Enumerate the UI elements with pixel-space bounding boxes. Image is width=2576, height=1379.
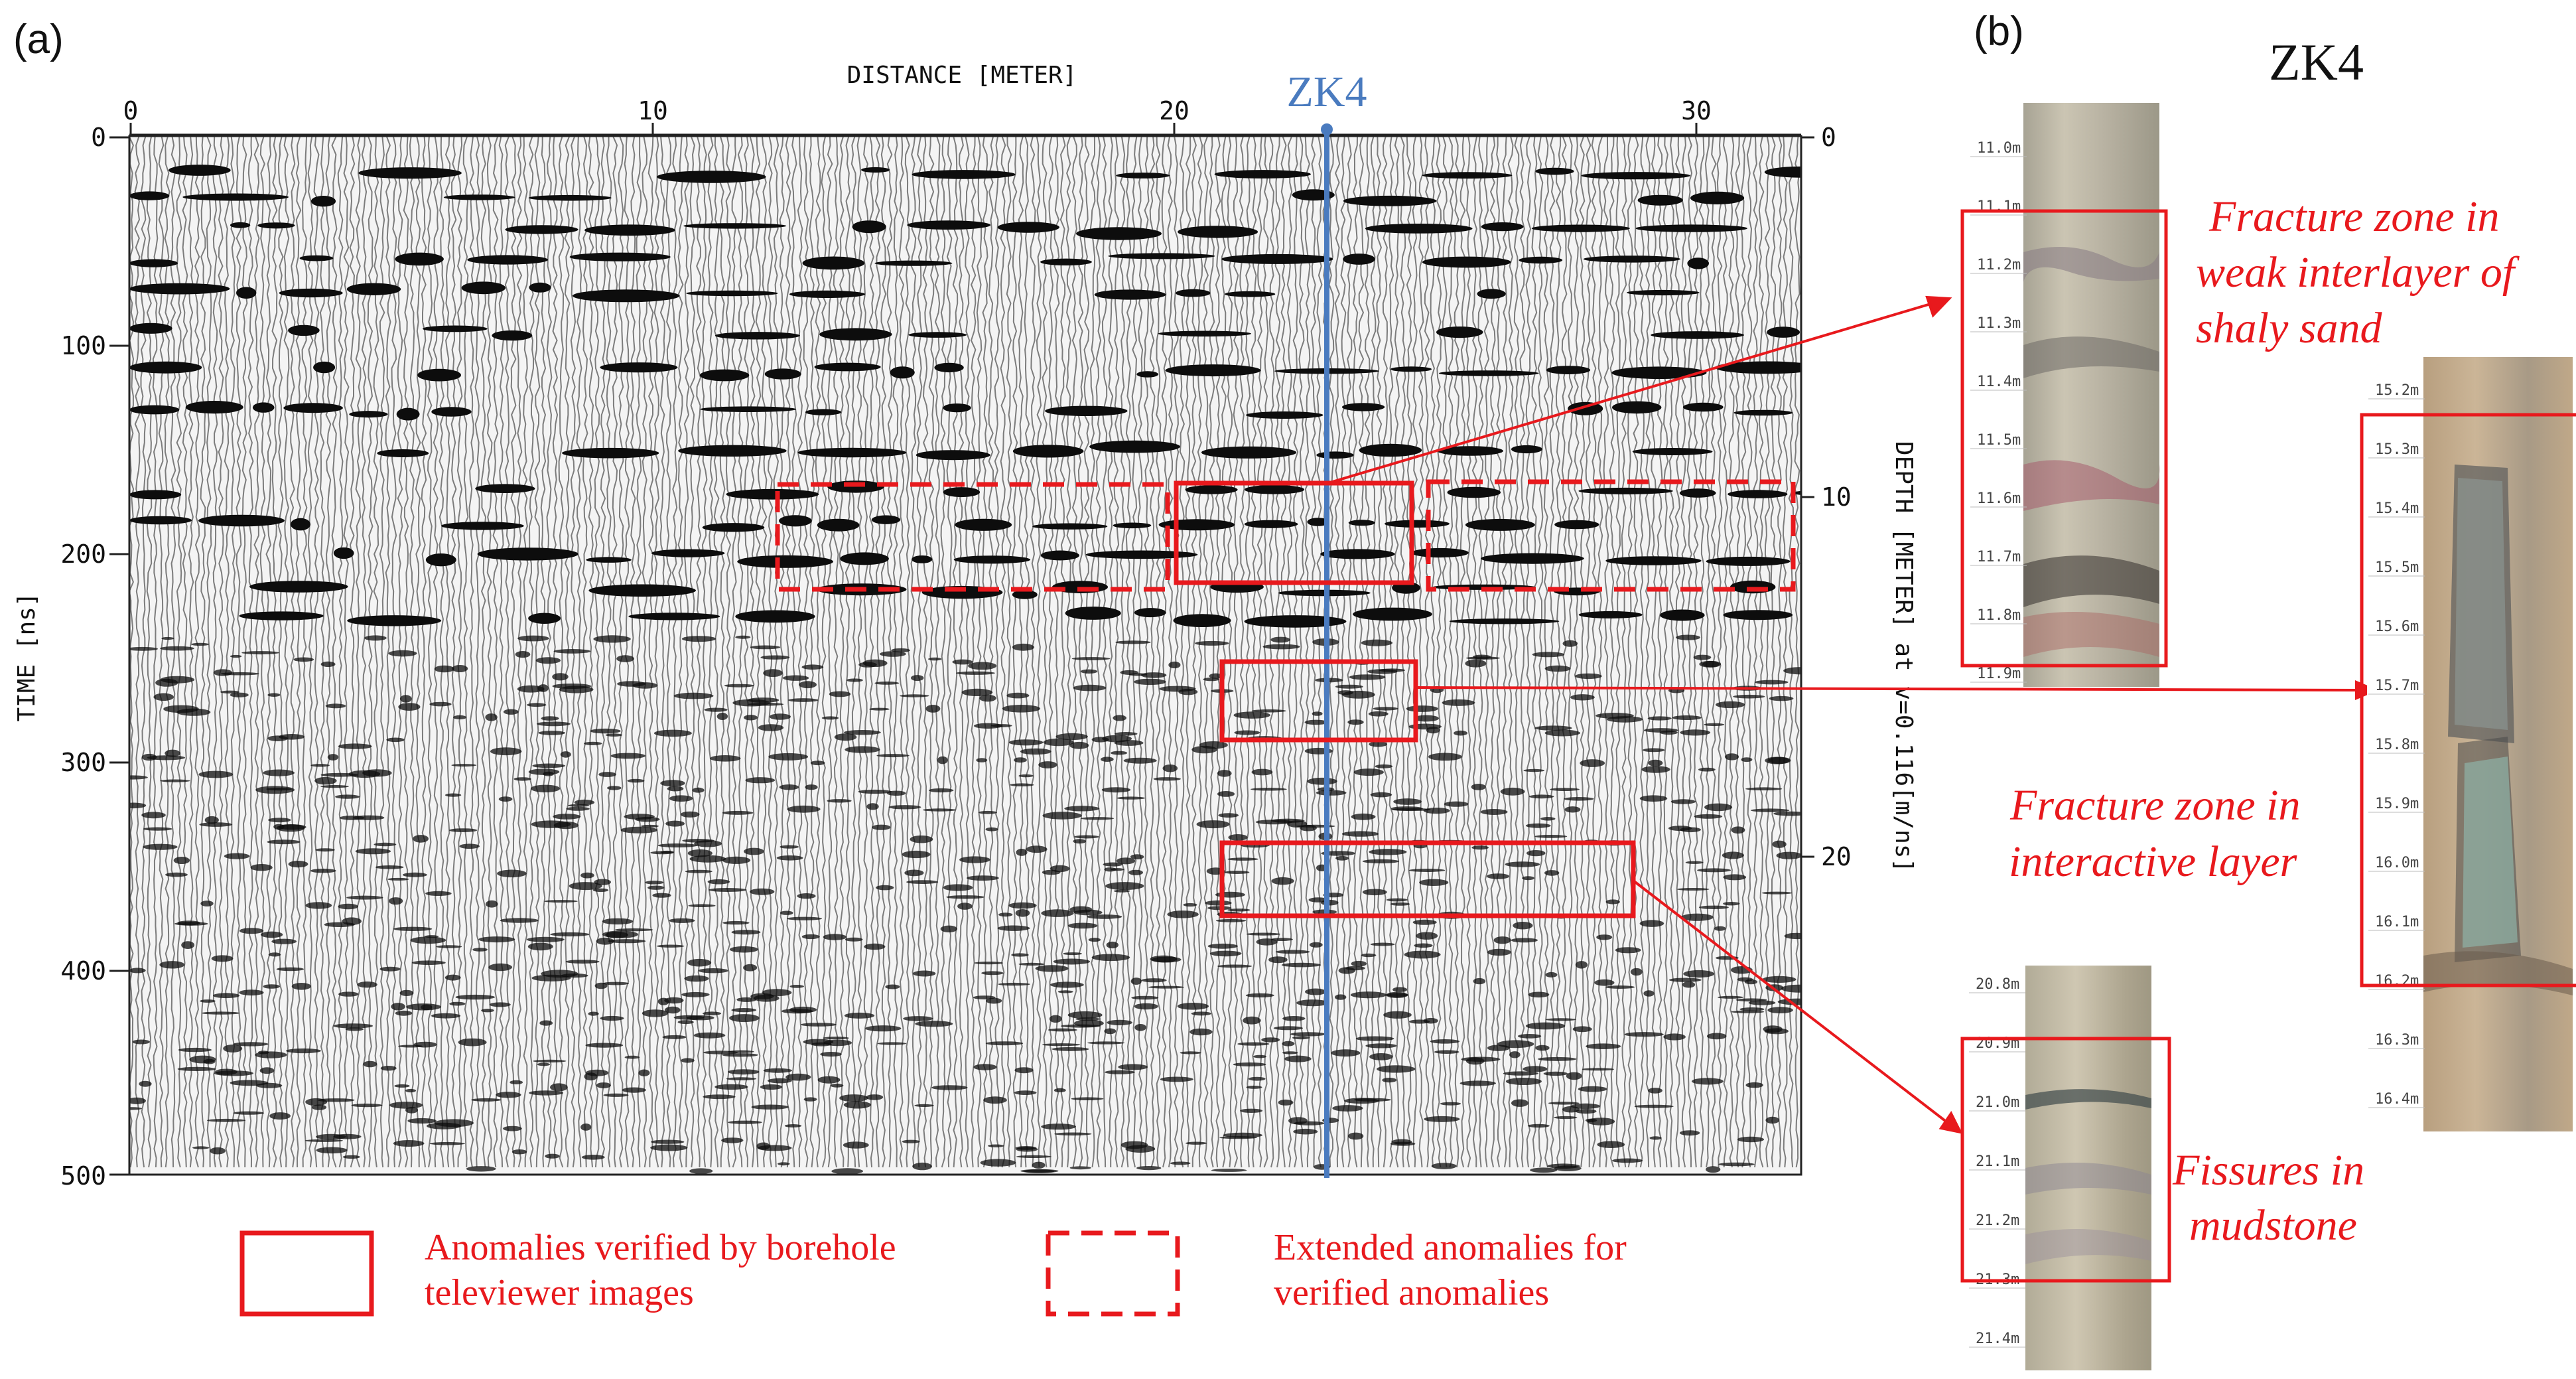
y-axis-title: TIME [ns] — [13, 592, 40, 721]
legend-solid-swatch — [239, 1230, 374, 1317]
y-tick-label: 200 — [60, 540, 106, 569]
core-depth-label: 15.5m — [2375, 559, 2419, 576]
core-depth-label: 16.3m — [2375, 1032, 2419, 1049]
connector-arrows — [1329, 295, 2379, 1134]
annotation-fracture-shaly-sand-3: shaly sand — [2196, 304, 2383, 352]
depth-axis-title: DEPTH [METER] at v=0.116[m/ns] — [1890, 441, 1917, 873]
x-tick-label: 30 — [1681, 96, 1712, 125]
legend-dashed-swatch — [1046, 1230, 1180, 1317]
core-depth-label: 11.2m — [1977, 257, 2021, 273]
x-tick-label: 10 — [638, 96, 668, 125]
panel-b-title: ZK4 — [2269, 33, 2364, 91]
borehole-label: ZK4 — [1287, 68, 1367, 116]
core-depth-label: 15.7m — [2375, 678, 2419, 694]
y-tick-label: 300 — [60, 748, 106, 777]
core-depth-label: 15.3m — [2375, 441, 2419, 458]
core-21-highlight — [1960, 1037, 2171, 1283]
annotation-fracture-interactive-layer-2: interactive layer — [2009, 837, 2297, 886]
y-tick-label: 500 — [60, 1161, 106, 1191]
annotation-fracture-shaly-sand-2: weak interlayer of — [2196, 248, 2520, 297]
x-tick-label: 0 — [123, 96, 139, 125]
core-depth-label: 11.0m — [1977, 140, 2021, 157]
y-tick-label: 400 — [60, 956, 106, 985]
verified-anomaly-box — [1219, 659, 1418, 743]
core-depth-label: 15.9m — [2375, 796, 2419, 812]
extended-anomaly-box — [775, 482, 1170, 592]
panel-a-label: (a) — [13, 17, 64, 62]
core-depth-label: 16.0m — [2375, 855, 2419, 871]
core-depth-label: 21.0m — [1976, 1094, 2019, 1111]
core-depth-label: 11.4m — [1977, 374, 2021, 390]
annotation-fracture-shaly-sand: Fracture zone in — [2208, 192, 2499, 241]
x-axis: 0 10 20 30 — [123, 96, 1801, 136]
legend-dashed-label-2: verified anomalies — [1274, 1272, 1549, 1313]
annotation-fracture-interactive-layer: Fracture zone in — [2009, 781, 2300, 830]
core-15-highlight — [2360, 413, 2576, 987]
radargram-section — [129, 136, 1801, 1175]
core-depth-label: 11.9m — [1977, 666, 2021, 682]
y-tick-label: 0 — [91, 123, 106, 152]
extended-anomaly-box — [1426, 479, 1796, 592]
depth-tick-label: 20 — [1821, 842, 1852, 871]
core-depth-label: 16.1m — [2375, 914, 2419, 930]
core-depth-label: 20.8m — [1976, 976, 2019, 993]
legend-solid-label: Anomalies verified by borehole — [425, 1227, 896, 1268]
depth-tick-label: 10 — [1821, 482, 1852, 512]
depth-axis: 0 10 20 DEPTH [METER] at v=0.116[m/ns] — [1801, 123, 1917, 873]
core-depth-label: 11.8m — [1977, 607, 2021, 624]
core-depth-label: 11.5m — [1977, 432, 2021, 449]
core-depth-label: 15.8m — [2375, 737, 2419, 753]
legend: Anomalies verified by borehole televiewe… — [239, 1227, 1627, 1317]
borehole-zk4-marker: ZK4 — [1287, 68, 1367, 1178]
core-depth-label: 21.1m — [1976, 1153, 2019, 1170]
annotation-fissures-mudstone: Fissures in — [2172, 1146, 2364, 1195]
depth-tick-label: 0 — [1821, 123, 1836, 152]
core-depth-label: 11.7m — [1977, 549, 2021, 565]
core-image-11m: 11.0m11.1m11.2m11.3m11.4m11.5m11.6m11.7m… — [1969, 103, 2160, 687]
annotation-fissures-mudstone-2: mudstone — [2189, 1201, 2357, 1250]
core-depth-label: 21.2m — [1976, 1212, 2019, 1229]
core-depth-label: 15.2m — [2375, 382, 2419, 399]
verified-anomaly-box — [1174, 480, 1414, 585]
core-depth-label: 15.6m — [2375, 618, 2419, 635]
core-image-15m: 15.2m 15.3m 15.4m 15.5m 15.6m 15.7m 15.8m 15.9m… — [2367, 357, 2573, 1131]
plot-frame — [128, 135, 1802, 1176]
x-axis-title: DISTANCE [METER] — [847, 62, 1077, 89]
core-depth-label: 11.6m — [1977, 490, 2021, 507]
panel-b-label: (b) — [1974, 9, 2024, 54]
y-axis: 0 100 200 300 400 500 — [60, 123, 129, 1191]
legend-solid-label-2: televiewer images — [425, 1272, 694, 1313]
core-11-highlight — [1960, 209, 2168, 668]
core-depth-label: 11.3m — [1977, 315, 2021, 332]
verified-anomaly-box — [1219, 840, 1636, 918]
legend-dashed-label: Extended anomalies for — [1274, 1227, 1627, 1268]
core-depth-label: 16.4m — [2375, 1091, 2419, 1108]
core-depth-label: 21.4m — [1976, 1331, 2019, 1347]
y-tick-label: 100 — [60, 331, 106, 360]
x-tick-label: 20 — [1159, 96, 1189, 125]
core-depth-label: 15.4m — [2375, 500, 2419, 517]
